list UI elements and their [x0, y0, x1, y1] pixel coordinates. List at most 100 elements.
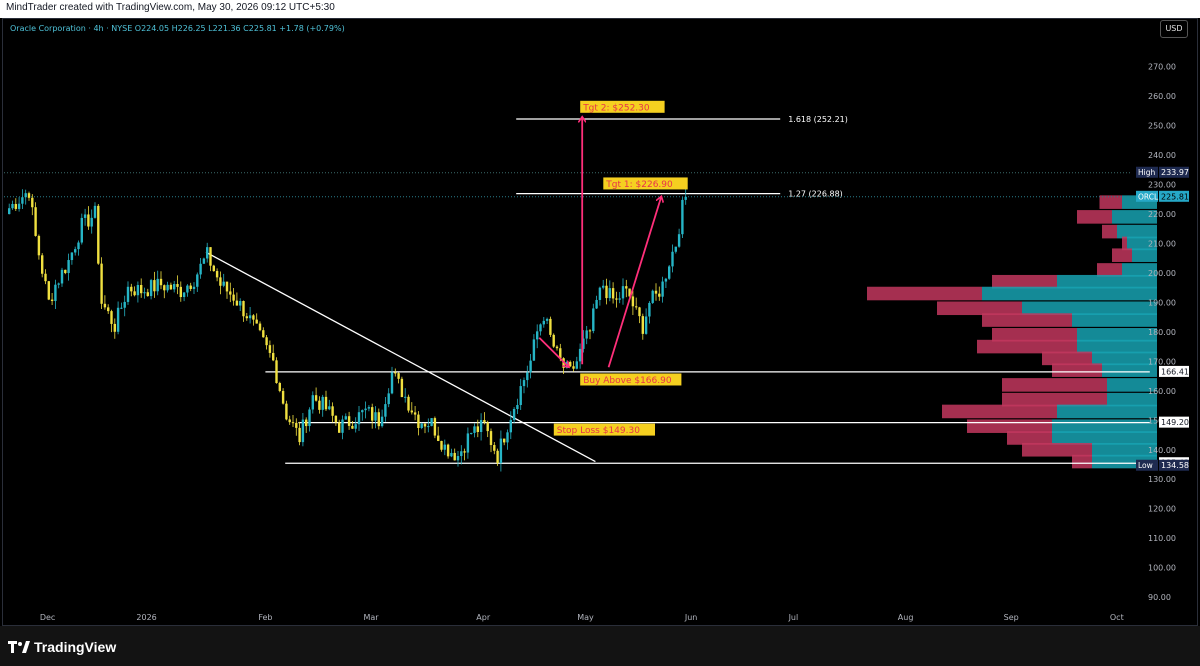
candle-body — [433, 418, 437, 436]
candle-body — [654, 290, 658, 294]
candle-body — [110, 311, 113, 324]
candle-body — [582, 338, 585, 349]
candle-body — [377, 412, 380, 427]
x-tick-label: Dec — [40, 613, 55, 622]
candle-body — [664, 278, 668, 282]
price-tag-value: 233.97 — [1161, 168, 1189, 177]
y-tick-label: 190.00 — [1148, 298, 1176, 307]
candle-body — [225, 281, 229, 292]
candle-body — [611, 288, 615, 299]
vp-buy-bar — [1127, 236, 1157, 251]
candle-body — [262, 330, 265, 338]
candle-body — [641, 316, 644, 334]
candle-body — [658, 293, 661, 297]
x-tick-label: Mar — [363, 613, 379, 622]
candle-body — [621, 286, 625, 299]
candle-body — [21, 197, 24, 204]
footer-bar — [0, 626, 1200, 666]
candle-body — [404, 396, 407, 398]
candle-body — [176, 284, 179, 287]
price-tag-value: 166.41 — [1161, 367, 1189, 376]
annotation-bg — [553, 423, 655, 436]
vp-buy-bar — [1107, 378, 1157, 392]
vp-buy-bar — [1022, 301, 1157, 316]
candle-body — [341, 419, 344, 433]
y-tick-label: 210.00 — [1148, 239, 1176, 248]
currency-button[interactable]: USD — [1160, 20, 1188, 38]
attribution-text: MindTrader created with TradingView.com,… — [6, 2, 335, 13]
price-axis[interactable]: 90.00100.00110.00120.00130.00140.00150.0… — [1148, 63, 1176, 603]
candle-body — [126, 286, 130, 302]
candle-body — [661, 281, 664, 297]
candle-body — [539, 324, 542, 332]
candle-body — [496, 450, 499, 464]
x-tick-label: Oct — [1110, 613, 1124, 622]
candle-body — [595, 299, 598, 309]
candle-body — [344, 416, 347, 420]
candle-body — [169, 284, 173, 290]
candle-body — [638, 307, 641, 317]
candle-body — [476, 426, 479, 432]
candle-body — [189, 285, 192, 289]
price-tag-bg — [1159, 166, 1189, 178]
annotation-label: Stop Loss $149.30 — [557, 426, 640, 436]
candle-body — [173, 284, 176, 290]
candle-body — [545, 318, 549, 321]
vp-buy-bar — [1122, 263, 1157, 277]
candle-body — [123, 301, 126, 308]
price-tag-label: Low — [1138, 461, 1153, 470]
candle-body — [182, 292, 186, 298]
candle-body — [222, 281, 225, 286]
candle-body — [60, 269, 64, 284]
candle-body — [212, 265, 215, 272]
tradingview-logo[interactable]: TradingView — [8, 637, 116, 657]
candles — [8, 188, 687, 472]
candle-body — [526, 372, 529, 381]
candle-body — [618, 298, 621, 300]
y-tick-label: 100.00 — [1148, 564, 1176, 573]
candle-body — [602, 285, 605, 288]
x-tick-label: Feb — [258, 613, 272, 622]
candle-body — [437, 435, 440, 441]
vp-sell-bar — [1002, 392, 1107, 407]
vp-buy-bar — [1077, 328, 1157, 342]
candle-body — [196, 274, 199, 287]
candle-body — [219, 277, 222, 286]
candle-body — [684, 196, 687, 200]
candle-body — [450, 452, 453, 457]
candle-body — [483, 420, 486, 423]
candle-body — [588, 330, 592, 332]
candle-body — [387, 393, 390, 405]
candle-body — [206, 247, 209, 259]
vp-sell-bar — [1072, 454, 1092, 469]
candle-body — [354, 424, 357, 429]
candle-body — [615, 298, 618, 300]
candle-body — [390, 372, 394, 394]
candle-body — [671, 251, 674, 267]
candle-body — [41, 255, 44, 274]
candle-body — [90, 217, 93, 227]
time-axis[interactable]: Dec 2026 Feb Mar Apr May Jun Jul Aug Sep Oct — [40, 613, 1124, 622]
candle-body — [281, 390, 285, 404]
tradingview-wordmark: TradingView — [34, 639, 117, 655]
candle-body — [625, 286, 628, 289]
candle-body — [34, 207, 37, 236]
candle-body — [486, 422, 489, 432]
candle-body — [166, 284, 169, 291]
vp-sell-bar — [1122, 236, 1127, 251]
vp-sell-bar — [1099, 195, 1122, 209]
y-tick-label: 230.00 — [1148, 180, 1176, 189]
candle-body — [37, 235, 41, 256]
candle-body — [361, 410, 364, 413]
target-arrow — [538, 337, 569, 367]
price-chart[interactable]: 1.618 (252.21) 1.27 (226.88) Tgt 2: $252.… — [0, 0, 1200, 626]
candle-body — [215, 271, 219, 278]
target-arrow — [607, 196, 662, 368]
x-tick-label: Jun — [684, 613, 698, 622]
candle-body — [489, 431, 493, 446]
candle-body — [87, 214, 90, 227]
candle-body — [542, 320, 545, 325]
vp-buy-bar — [1052, 419, 1157, 433]
candle-body — [153, 280, 156, 292]
candle-body — [397, 373, 400, 379]
